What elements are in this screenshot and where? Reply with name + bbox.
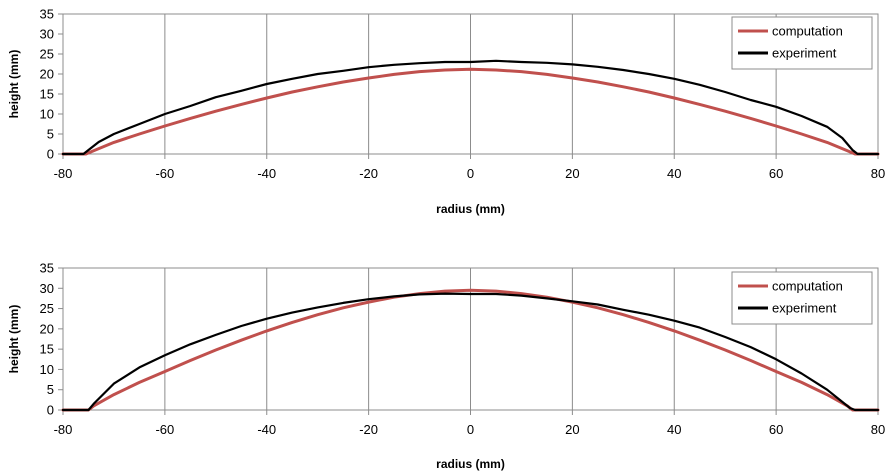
- x-axis-title: radius (mm): [436, 202, 505, 216]
- y-tick-label: 0: [47, 147, 54, 162]
- legend-label-computation: computation: [772, 24, 843, 39]
- series-line-experiment: [61, 292, 880, 412]
- y-tick-label: 5: [47, 382, 54, 397]
- x-tick-label: 20: [565, 422, 579, 437]
- x-tick-label: -40: [257, 166, 276, 181]
- x-tick-label: -20: [359, 166, 378, 181]
- legend-box: [731, 16, 873, 70]
- legend: computation experiment: [731, 271, 873, 325]
- chart-2: 0 5 10 15 20 25 30 35 -80 -60 -40 -20 0 20 40 60 80 radiu…: [7, 261, 885, 472]
- y-axis-title: height (mm): [7, 50, 21, 119]
- legend: computation experiment: [731, 16, 873, 70]
- legend-label-computation: computation: [772, 279, 843, 294]
- y-tick-label: 35: [40, 7, 54, 22]
- x-tick-label: 80: [871, 422, 885, 437]
- legend-label-experiment: experiment: [772, 301, 837, 316]
- x-tick-label: 0: [467, 422, 474, 437]
- series-line-experiment: [61, 59, 880, 156]
- y-tick-label: 25: [40, 47, 54, 62]
- y-tick-label: 30: [40, 27, 54, 42]
- legend-box: [731, 271, 873, 325]
- x-tick-label: 0: [467, 166, 474, 181]
- x-tick-label: 40: [667, 422, 681, 437]
- y-tick-label: 15: [40, 342, 54, 357]
- y-tick-label: 5: [47, 127, 54, 142]
- y-tick-label: 0: [47, 403, 54, 418]
- x-tick-label: 20: [565, 166, 579, 181]
- y-tick-label: 20: [40, 67, 54, 82]
- x-tick-label: 60: [769, 422, 783, 437]
- x-tick-label: -80: [54, 166, 73, 181]
- x-tick-label: 60: [769, 166, 783, 181]
- legend-label-experiment: experiment: [772, 46, 837, 61]
- series-line-computation: [61, 67, 880, 156]
- x-tick-label: -60: [155, 422, 174, 437]
- y-tick-label: 10: [40, 362, 54, 377]
- y-tick-label: 30: [40, 281, 54, 296]
- y-tick-label: 25: [40, 301, 54, 316]
- y-axis-title: height (mm): [7, 305, 21, 374]
- y-tick-label: 10: [40, 107, 54, 122]
- x-tick-label: -60: [155, 166, 174, 181]
- y-tick-label: 35: [40, 261, 54, 276]
- x-tick-label: -20: [359, 422, 378, 437]
- y-tick-label: 15: [40, 87, 54, 102]
- x-axis-title: radius (mm): [436, 457, 505, 471]
- x-tick-label: -80: [54, 422, 73, 437]
- x-tick-label: 40: [667, 166, 681, 181]
- x-tick-label: -40: [257, 422, 276, 437]
- y-tick-label: 20: [40, 321, 54, 336]
- chart-1: 0 5 10 15 20 25 30 35 -80 -60 -40 -20 0 20 40 60 80 radiu…: [7, 7, 885, 217]
- series-line-computation: [61, 288, 880, 412]
- x-tick-label: 80: [871, 166, 885, 181]
